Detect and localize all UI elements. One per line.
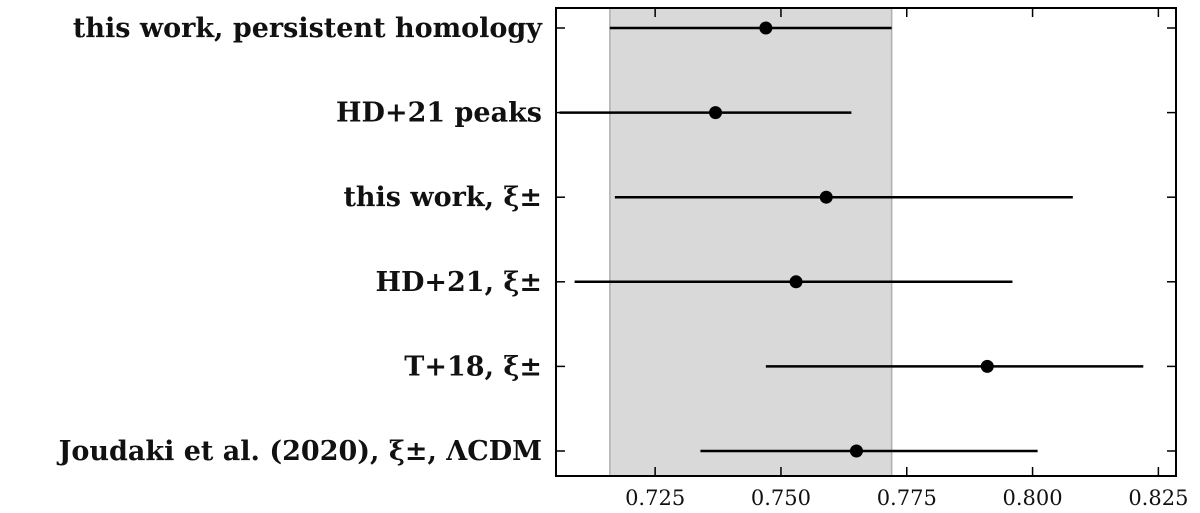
row-label: this work, ξ± (343, 182, 542, 213)
x-tick-label: 0.775 (877, 486, 937, 510)
point-marker (819, 190, 833, 204)
row-label: this work, persistent homology (73, 13, 543, 44)
row-label: HD+21 peaks (336, 98, 542, 129)
x-tick-label: 0.725 (625, 486, 685, 510)
point-marker (709, 106, 723, 120)
point-marker (759, 21, 773, 35)
confidence-band (609, 8, 892, 476)
row-label: HD+21, ξ± (375, 267, 542, 298)
shaded-band-layer (609, 8, 893, 476)
row-labels-layer: this work, persistent homology HD+21 peak… (57, 13, 544, 467)
errorbars-layer (559, 21, 1144, 458)
x-tick-label: 0.800 (1003, 486, 1063, 510)
point-marker (980, 359, 994, 373)
point-marker (789, 275, 803, 289)
x-tick-label: 0.825 (1128, 486, 1188, 510)
ticks-layer (556, 8, 1176, 476)
tick-labels-layer: 0.725 0.750 0.775 0.800 0.825 (625, 486, 1188, 510)
x-tick-label: 0.750 (751, 486, 811, 510)
row-label: Joudaki et al. (2020), ξ±, ΛCDM (57, 436, 542, 467)
row-label: T+18, ξ± (404, 351, 542, 382)
plot-frame (555, 7, 1177, 477)
point-marker (849, 444, 863, 458)
